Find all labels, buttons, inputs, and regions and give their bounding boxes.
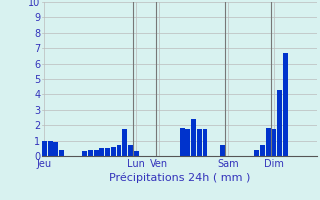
Bar <box>260 145 265 156</box>
Bar <box>94 150 99 156</box>
Bar <box>203 129 207 156</box>
Bar <box>134 151 139 156</box>
Bar <box>59 150 64 156</box>
Bar <box>82 151 87 156</box>
Bar <box>42 141 47 156</box>
Bar <box>111 147 116 156</box>
Bar <box>128 145 133 156</box>
Bar <box>100 148 104 156</box>
Bar <box>116 145 121 156</box>
Bar <box>185 129 190 156</box>
Bar <box>180 128 185 156</box>
X-axis label: Précipitations 24h ( mm ): Précipitations 24h ( mm ) <box>108 173 250 183</box>
Bar <box>266 128 270 156</box>
Bar <box>220 145 225 156</box>
Bar <box>271 129 276 156</box>
Bar <box>254 150 259 156</box>
Bar <box>48 141 52 156</box>
Bar <box>53 142 58 156</box>
Bar <box>122 129 127 156</box>
Bar <box>197 129 202 156</box>
Bar <box>283 53 288 156</box>
Bar <box>191 119 196 156</box>
Bar <box>277 90 282 156</box>
Bar <box>88 150 93 156</box>
Bar <box>105 148 110 156</box>
